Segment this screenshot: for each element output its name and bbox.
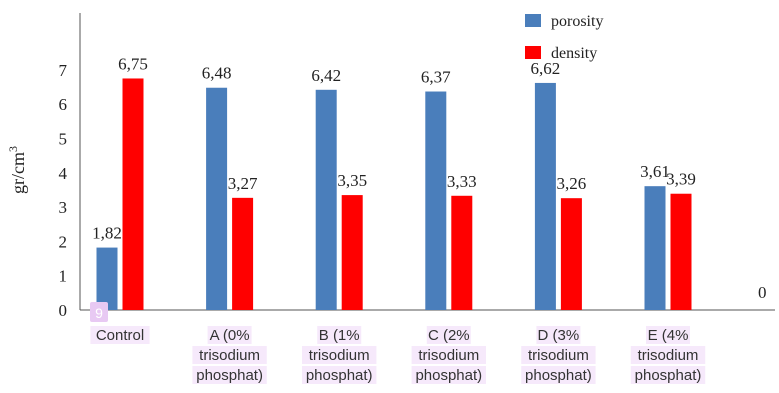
category-label: phosphat) [306, 367, 373, 384]
category-label-highlight [630, 346, 706, 364]
category-label: D (3% [538, 327, 580, 344]
category-label-highlight [192, 346, 267, 364]
data-label-porosity: 6,42 [311, 66, 341, 85]
data-label-porosity: 6,37 [421, 68, 451, 87]
category-label: phosphat) [196, 367, 263, 384]
badge-background [90, 302, 108, 322]
data-label-density: 6,75 [118, 54, 148, 73]
category-label-highlight [302, 346, 377, 364]
category-label: A (0% [210, 327, 250, 344]
data-label-porosity: 3,61 [640, 162, 670, 181]
bar-porosity [534, 82, 556, 311]
category-label-highlight [302, 366, 377, 384]
category-label-highlight [521, 366, 596, 384]
bar-porosity [425, 91, 447, 310]
y-tick-label: 1 [59, 267, 68, 286]
y-tick-label: 2 [59, 232, 68, 251]
legend-swatch-porosity [525, 14, 541, 27]
data-label-density: 3,39 [666, 170, 696, 189]
category-label-highlight [426, 326, 471, 344]
bar-porosity [644, 186, 666, 310]
category-labels: Control A (0% trisodium phosphat) B (1% triso… [90, 326, 706, 384]
category-label: E (4% [648, 327, 689, 344]
bar-porosity [315, 89, 337, 310]
y-axis-label: gr/cm3 [6, 146, 28, 194]
y-tick-label: 6 [59, 95, 68, 114]
category-label: trisodium [638, 347, 699, 364]
legend-label-porosity: porosity [551, 13, 603, 30]
bar-porosity [96, 247, 118, 310]
category-label-highlight [411, 366, 486, 384]
category-label-highlight [521, 346, 596, 364]
data-label-density: 3,26 [557, 174, 587, 193]
data-labels: 1,82 6,75 6,48 3,27 6,42 3,35 6,37 3,33 6,62 3,26… [92, 54, 696, 242]
category-label: C (2% [428, 327, 470, 344]
category-label: trisodium [199, 347, 260, 364]
category-label-highlight [317, 326, 362, 344]
category-label: phosphat) [525, 367, 592, 384]
category-label-highlight [207, 326, 252, 344]
y-tick-label: 4 [59, 164, 68, 183]
category-label-highlight [411, 346, 486, 364]
bar-density [670, 193, 692, 310]
category-label: phosphat) [415, 367, 482, 384]
data-label-density: 3,27 [228, 174, 258, 193]
bar-density [451, 195, 473, 310]
badge-label: 9 [95, 305, 103, 321]
y-tick-label: 7 [59, 61, 68, 80]
y-tick-label: 5 [59, 130, 68, 149]
legend-label-density: density [551, 45, 597, 62]
category-label: phosphat) [635, 367, 702, 384]
y-tick-label: 3 [59, 198, 68, 217]
bar-density [232, 197, 254, 310]
bar-density [122, 78, 144, 310]
category-label-highlight [646, 326, 690, 344]
bar-density [341, 195, 363, 310]
y-tick-labels: 0 1 2 3 4 5 6 7 [59, 61, 68, 320]
category-label: trisodium [528, 347, 589, 364]
category-label: trisodium [309, 347, 370, 364]
category-label-highlight [192, 366, 267, 384]
extra-zero-label: 0 [758, 283, 767, 302]
category-label-highlight [630, 366, 706, 384]
y-tick-label: 0 [59, 301, 68, 320]
legend-swatch-density [525, 46, 541, 59]
data-label-porosity: 6,48 [202, 64, 232, 83]
data-label-density: 3,33 [447, 172, 477, 191]
category-label-highlight [536, 326, 581, 344]
data-label-density: 3,35 [337, 171, 367, 190]
category-label: trisodium [418, 347, 479, 364]
category-label-highlight [90, 326, 150, 344]
category-label: Control [96, 327, 144, 344]
data-label-porosity: 6,62 [531, 59, 561, 78]
bars [96, 78, 692, 311]
data-label-porosity: 1,82 [92, 224, 122, 243]
bar-porosity [206, 87, 228, 311]
legend: porosity density [525, 13, 603, 62]
category-label: B (1% [319, 327, 360, 344]
bar-density [560, 198, 582, 310]
y-axis-label-superscript: 3 [6, 146, 20, 152]
